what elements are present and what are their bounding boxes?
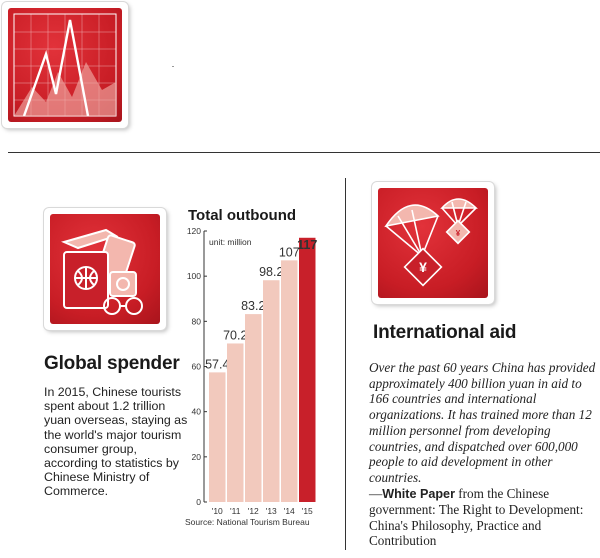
horizontal-divider [8,152,600,153]
total-outbound-chart: Total outbound 0 20 40 60 80 100 120 unit: mil… [185,207,317,527]
chart-title: Total outbound [188,207,296,224]
citation-source-rest: from the Chinese government: The Right t… [369,486,584,548]
x-tick-label: '12 [248,506,259,516]
citation-dash: — [369,486,383,501]
chart-icon-tile [2,2,128,128]
white-paper-citation: —White Paper from the Chinese government… [369,486,599,548]
aid-icon-tile: ¥ ¥ [372,182,494,304]
bar-value-label: 98.2 [259,265,283,279]
line-chart-icon [13,13,117,117]
bar-value-label: 117 [297,238,317,252]
global-spender-text: In 2015, Chinese tourists spent about 1.… [44,385,188,499]
vertical-divider [345,178,346,550]
y-tick-label: 20 [192,452,202,462]
y-tick-label: 0 [196,497,201,507]
bar-value-label: 70.2 [223,328,247,342]
y-tick-label: 60 [192,362,202,372]
bar-11 [227,343,244,502]
unit-label: unit: million [209,237,252,247]
x-axis-ticks: '10 '11 '12 '13 '14 '15 [212,506,313,516]
y-tick-label: 40 [192,407,202,417]
y-axis-ticks: 0 20 40 60 80 100 120 [187,226,207,507]
travel-icon-tile [44,208,166,330]
x-tick-label: '15 [302,506,313,516]
x-tick-label: '11 [230,506,241,516]
global-spender-title: Global spender [44,353,180,374]
y-tick-label: 120 [187,226,201,236]
citation-source-bold: White Paper [382,487,455,501]
bar-value-label: 107 [279,245,300,259]
passport-luggage-icon [61,228,143,315]
bar-13 [263,280,280,502]
y-tick-label: 100 [187,271,201,281]
stray-dot [172,66,174,67]
bar-15 [299,237,316,502]
bar-12 [245,314,262,502]
y-tick-label: 80 [192,316,202,326]
svg-text:¥: ¥ [456,229,461,238]
international-aid-title: International aid [373,322,517,343]
bar-10 [209,372,226,502]
chart-source: Source: National Tourism Bureau [185,517,310,527]
bar-value-label: 57.4 [205,357,229,371]
x-tick-label: '13 [266,506,277,516]
x-tick-label: '10 [212,506,223,516]
x-tick-label: '14 [284,506,295,516]
bar-value-label: 83.2 [241,299,265,313]
svg-text:¥: ¥ [419,259,427,275]
bar-14 [281,260,298,502]
parachute-aid-icon: ¥ ¥ [384,198,478,287]
international-aid-text: Over the past 60 years China has provide… [369,360,596,485]
